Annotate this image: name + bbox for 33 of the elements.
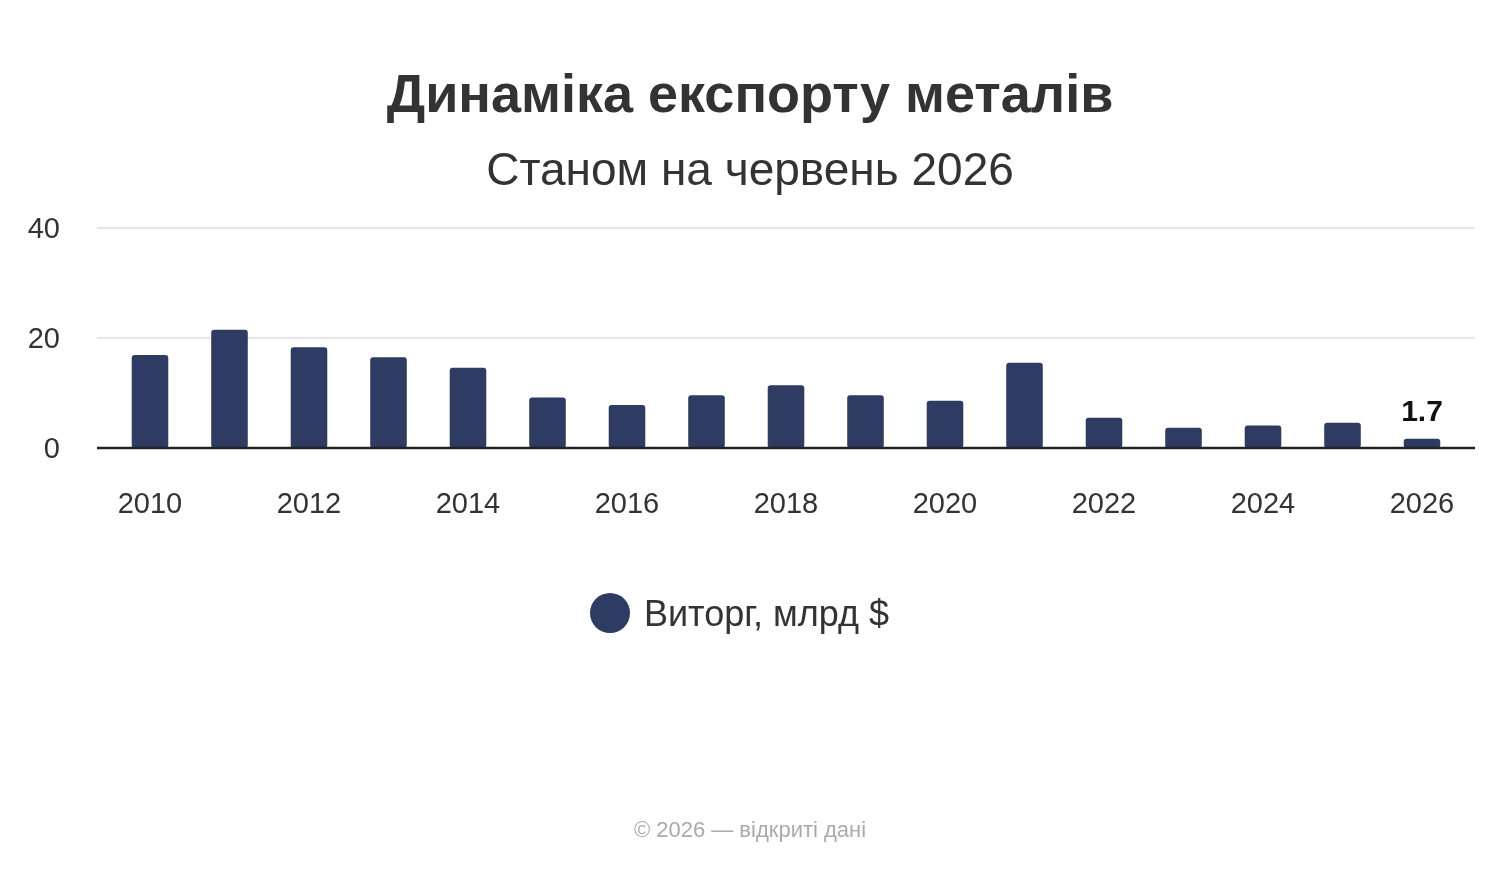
y-tick-label: 20 — [27, 322, 60, 355]
bar — [608, 405, 646, 448]
x-tick-label: 2012 — [276, 487, 342, 520]
bar — [131, 355, 169, 448]
x-tick-label: 2010 — [117, 487, 183, 520]
bar — [847, 395, 884, 448]
bar — [926, 400, 964, 448]
x-tick-label: 2022 — [1071, 487, 1137, 520]
bar — [1324, 422, 1361, 448]
legend-label: Виторг, млрд $ — [644, 592, 889, 634]
x-tick-label: 2024 — [1230, 487, 1296, 520]
bar — [290, 347, 328, 448]
y-tick-label: 0 — [43, 432, 60, 465]
bar — [767, 385, 805, 448]
y-tick-label: 40 — [27, 212, 60, 245]
bar — [449, 367, 487, 448]
data-label: 1.7 — [1401, 393, 1443, 427]
chart-subtitle: Станом на червень 2026 — [486, 143, 1014, 195]
bar — [688, 395, 725, 448]
text: © 2026 — відкриті дані — [633, 817, 867, 842]
bar — [211, 329, 248, 448]
bar — [1085, 417, 1123, 448]
x-tick-label: 2020 — [912, 487, 978, 520]
bar — [370, 357, 407, 448]
x-tick-label: 2014 — [435, 487, 501, 520]
bar — [1244, 425, 1282, 448]
x-tick-label: 2026 — [1389, 487, 1455, 520]
bar — [529, 397, 566, 448]
chart-title: Динаміка експорту металів — [386, 63, 1114, 123]
bar — [1006, 362, 1043, 448]
x-tick-label: 2016 — [594, 487, 660, 520]
bar — [1165, 427, 1202, 448]
x-tick-label: 2018 — [753, 487, 819, 520]
